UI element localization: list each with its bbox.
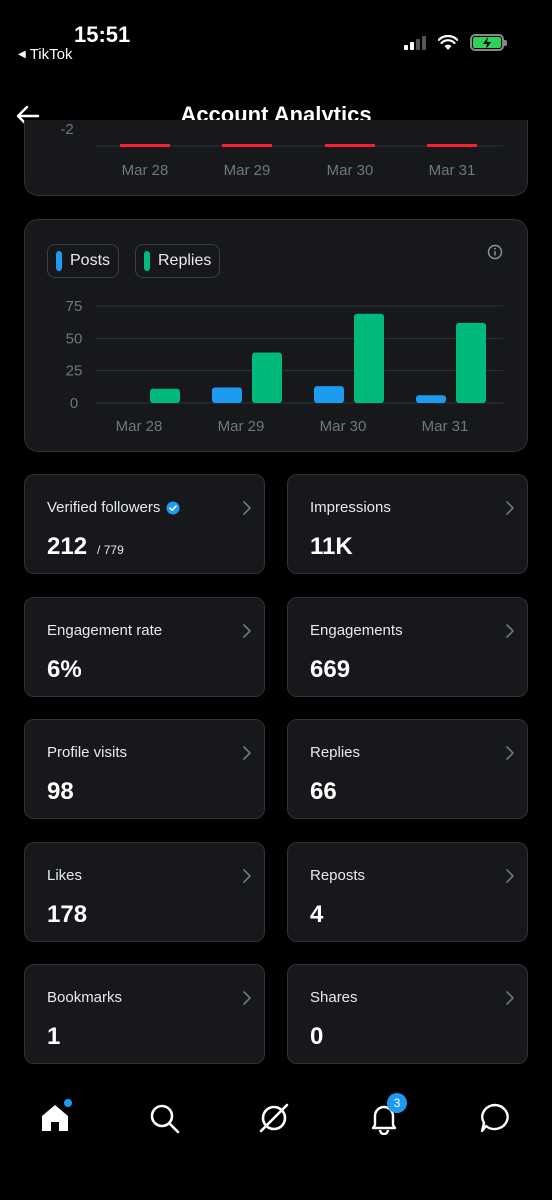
stat-tile[interactable]: Replies 66 (287, 719, 528, 819)
stat-label: Profile visits (47, 744, 128, 761)
verified-badge-icon (166, 501, 180, 514)
top-chart-bar (120, 144, 170, 147)
stat-label: Bookmarks (47, 989, 123, 1006)
legend-replies-label: Replies (158, 252, 212, 269)
stat-value: 178 (47, 900, 88, 928)
stat-tile[interactable]: Profile visits 98 (24, 719, 265, 819)
stat-value: 4 (310, 900, 324, 928)
bottom-navigation: 3 (0, 1093, 552, 1145)
top-chart-x-label: Mar 28 (122, 162, 169, 179)
stat-tile[interactable]: Shares 0 (287, 964, 528, 1064)
top-chart-x-label: Mar 31 (429, 162, 476, 179)
x-tick-label: Mar 31 (422, 418, 469, 435)
top-chart-x-label: Mar 30 (327, 162, 374, 179)
x-tick-label: Mar 30 (320, 418, 367, 435)
back-triangle-icon: ◀ (18, 49, 26, 60)
stat-label: Replies (310, 744, 361, 761)
chevron-right-icon (243, 623, 251, 638)
info-icon[interactable] (487, 244, 503, 260)
stat-tile[interactable]: Reposts 4 (287, 841, 528, 942)
stat-value: 6% (47, 655, 82, 683)
search-icon (150, 1104, 180, 1134)
chevron-right-icon (506, 868, 514, 883)
top-chart-bar (222, 144, 272, 147)
top-chart: -2 Mar 28 Mar 29 Mar 30 Mar 31 (60, 121, 503, 179)
stat-subvalue: / 779 (97, 543, 124, 557)
replies-bar[interactable] (354, 313, 384, 403)
replies-bar[interactable] (456, 322, 486, 403)
y-tick-label: 0 (70, 395, 78, 412)
nav-messages[interactable] (478, 1101, 512, 1135)
nav-search[interactable] (147, 1101, 181, 1135)
posts-bar[interactable] (314, 386, 344, 403)
nav-grok[interactable] (257, 1101, 291, 1135)
status-time: 15:51 (74, 22, 131, 47)
back-app-label: TikTok (29, 46, 73, 63)
chevron-right-icon (243, 746, 251, 760)
grok-icon (259, 1103, 289, 1133)
stat-value: 1 (47, 1023, 61, 1050)
stat-label: Impressions (310, 499, 391, 516)
stat-value: 98 (47, 778, 74, 805)
nav-home[interactable] (38, 1099, 72, 1135)
legend-posts-label: Posts (70, 252, 111, 269)
top-chart-card: -2 Mar 28 Mar 29 Mar 30 Mar 31 (24, 120, 528, 196)
chevron-right-icon (243, 991, 251, 1005)
chat-bubble-icon (480, 1103, 509, 1133)
stat-tile[interactable]: Impressions 11K (287, 474, 528, 574)
notifications-badge: 3 (387, 1093, 407, 1113)
stat-label: Verified followers (47, 499, 180, 516)
x-tick-label: Mar 29 (218, 418, 265, 435)
stat-tile[interactable]: Verified followers 212/ 779 (24, 474, 265, 574)
posts-bar[interactable] (416, 395, 446, 403)
stat-value: 0 (310, 1023, 324, 1050)
chevron-right-icon (243, 501, 251, 515)
stat-value: 11K (310, 533, 353, 560)
y-tick-label: 25 (66, 363, 83, 380)
top-chart-x-label: Mar 29 (224, 162, 271, 179)
chevron-right-icon (506, 623, 514, 638)
posts-swatch (56, 251, 62, 271)
y-tick-label: 75 (66, 298, 83, 315)
chevron-right-icon (506, 991, 514, 1005)
back-to-app-link[interactable]: ◀ TikTok (18, 46, 72, 63)
chevron-right-icon (506, 501, 514, 515)
stat-value: 66 (310, 778, 337, 805)
legend-posts[interactable]: Posts (47, 244, 120, 278)
posts-bar[interactable] (212, 387, 242, 403)
stat-tile[interactable]: Engagement rate 6% (24, 596, 265, 697)
stat-tile[interactable]: Bookmarks 1 (24, 964, 265, 1064)
top-chart-bar (427, 144, 477, 147)
y-tick-label: 50 (66, 330, 83, 347)
home-icon (42, 1105, 68, 1131)
cellular-signal-icon (404, 35, 426, 50)
posts-replies-chart-card: Posts Replies 75 50 25 0 Mar 28 Mar 29 Mar 30 M… (24, 219, 528, 452)
stat-tile[interactable]: Likes 178 (24, 841, 265, 942)
replies-bar[interactable] (252, 352, 282, 403)
nav-notifications[interactable]: 3 (367, 1093, 407, 1136)
stat-label: Shares (310, 989, 358, 1006)
stat-label: Likes (47, 866, 83, 884)
x-tick-label: Mar 28 (116, 418, 163, 435)
stat-value: 669 (310, 655, 351, 683)
stat-label: Engagements (310, 621, 403, 639)
home-notification-dot (64, 1099, 72, 1107)
top-chart-bar (325, 144, 375, 147)
bar-chart: 75 50 25 0 Mar 28 Mar 29 Mar 30 Mar 31 (66, 298, 503, 435)
stat-tile[interactable]: Engagements 669 (287, 596, 528, 697)
replies-swatch (144, 251, 150, 271)
status-indicators (404, 34, 507, 51)
stat-label: Engagement rate (47, 621, 163, 639)
legend-replies[interactable]: Replies (135, 244, 221, 278)
battery-charging-icon (470, 34, 507, 51)
chevron-right-icon (243, 868, 251, 883)
stat-label: Reposts (310, 866, 366, 884)
wifi-icon (438, 34, 458, 50)
chevron-right-icon (506, 746, 514, 760)
replies-bar[interactable] (150, 388, 180, 403)
stat-value: 212/ 779 (47, 533, 124, 560)
top-chart-y-tick: -2 (60, 121, 73, 138)
